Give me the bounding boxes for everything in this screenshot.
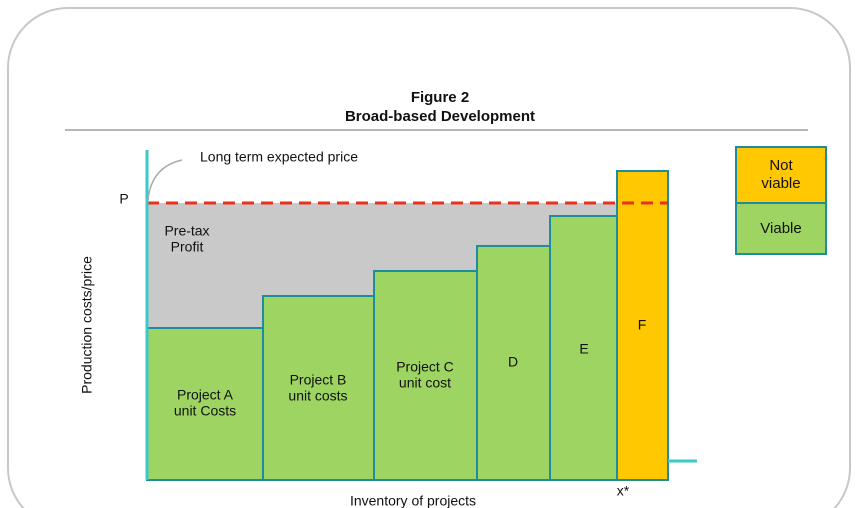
- profit-area: [147, 203, 617, 328]
- bar-label: Project B: [290, 372, 347, 388]
- project-bar: [476, 245, 551, 481]
- bar-label: unit cost: [399, 375, 451, 391]
- legend-swatch: [735, 202, 827, 255]
- project-bar: [373, 270, 478, 481]
- bar-label: D: [508, 354, 518, 370]
- legend-swatch: [735, 146, 827, 204]
- bar-label: Project A: [177, 387, 234, 403]
- price-marker: P: [119, 191, 128, 207]
- bar-label: unit Costs: [174, 403, 236, 419]
- price-label: Long term expected price: [200, 149, 358, 165]
- bar-label: E: [579, 341, 588, 357]
- project-bar: [549, 215, 618, 481]
- x-marker: x*: [617, 483, 630, 499]
- profit-label: Profit: [171, 239, 204, 255]
- legend-label: Not: [769, 157, 793, 174]
- legend-label: Viable: [760, 220, 801, 237]
- profit-label: Pre-tax: [164, 223, 209, 239]
- title: Figure 2: [411, 89, 469, 106]
- subtitle: Broad-based Development: [345, 108, 535, 125]
- frame: [7, 7, 851, 508]
- project-bar: [146, 327, 264, 481]
- legend-label: viable: [761, 175, 800, 192]
- project-bar: [616, 170, 669, 481]
- x-axis-label: Inventory of projects: [350, 493, 476, 508]
- bar-label: Project C: [396, 359, 454, 375]
- bar-label: F: [638, 317, 647, 333]
- callout-line: [147, 159, 183, 201]
- project-bar: [262, 295, 375, 481]
- y-axis-label: Production costs/price: [79, 256, 95, 394]
- bar-label: unit costs: [288, 388, 347, 404]
